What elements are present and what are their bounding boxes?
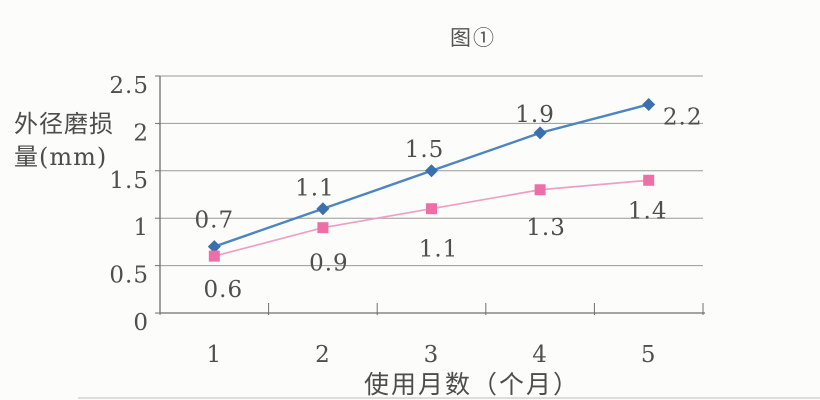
x-tick-label: 3: [424, 342, 440, 368]
marker-square: [426, 203, 437, 215]
data-label-blue_diamond: 2.2: [663, 104, 703, 130]
marker-diamond: [642, 97, 656, 111]
chart-title: 图①: [450, 26, 496, 50]
data-label-pink_square: 1.4: [628, 198, 668, 224]
y-axis-title: 外径磨损 量(mm): [14, 108, 114, 174]
marker-square: [534, 184, 546, 196]
marker-diamond: [207, 240, 221, 254]
data-label-pink_square: 1.3: [526, 215, 566, 241]
data-label-pink_square: 0.9: [309, 251, 349, 277]
data-label-blue_diamond: 0.7: [195, 208, 235, 234]
x-tick-label: 1: [206, 342, 222, 368]
x-axis-title: 使用月数（个月）: [363, 370, 581, 399]
y-tick-label: 2: [133, 120, 149, 146]
y-tick-label: 2.5: [109, 73, 149, 99]
data-label-blue_diamond: 1.5: [405, 137, 445, 163]
x-tick-label: 2: [315, 342, 331, 368]
data-label-blue_diamond: 1.9: [515, 102, 555, 128]
x-tick-label: 5: [641, 342, 657, 368]
marker-diamond: [533, 126, 547, 140]
marker-diamond: [316, 202, 330, 216]
scan-artifact-line: [78, 397, 820, 399]
marker-square: [208, 250, 220, 262]
x-tick-label: 4: [532, 342, 548, 368]
y-tick-label: 0.5: [109, 263, 149, 289]
data-label-pink_square: 1.1: [419, 237, 459, 263]
marker-diamond: [425, 164, 438, 178]
data-label-pink_square: 0.6: [204, 277, 244, 303]
y-tick-label: 1.5: [109, 168, 149, 194]
y-tick-label: 1: [133, 215, 149, 241]
y-axis-title-line1: 外径磨损: [14, 110, 114, 138]
y-axis-title-line2: 量(mm): [14, 143, 108, 171]
marker-square: [317, 222, 329, 234]
y-tick-label: 0: [133, 310, 149, 336]
data-label-blue_diamond: 1.1: [295, 176, 335, 202]
marker-square: [643, 174, 655, 186]
